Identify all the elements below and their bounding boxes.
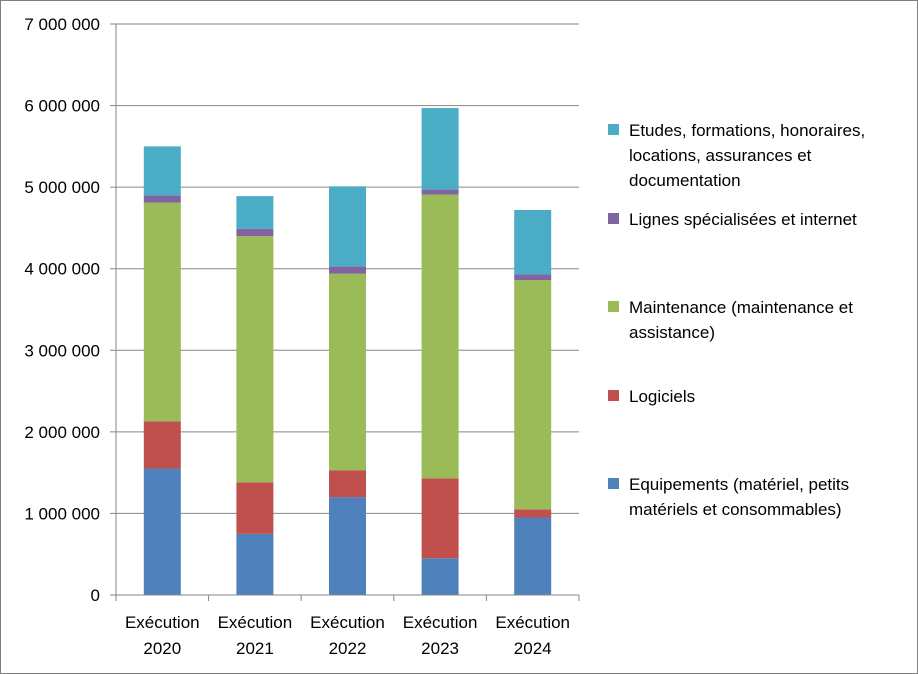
bar-segment-5-exécution-2022 — [329, 186, 366, 267]
bar-segment-3-exécution-2024 — [514, 280, 552, 510]
x-tick-label: 2024 — [514, 639, 552, 658]
y-tick-labels: 0 1 000 000 2 000 000 3 000 000 4 000 000 5 0… — [24, 15, 100, 605]
legend-label: Maintenance (maintenance et — [629, 298, 853, 317]
bar-segment-5-exécution-2020 — [143, 146, 181, 196]
legend-label: Logiciels — [629, 387, 695, 406]
y-tick-label: 7 000 000 — [24, 15, 100, 34]
y-tick-label: 6 000 000 — [24, 97, 100, 116]
legend-swatch — [608, 478, 619, 489]
bar-segment-1-exécution-2023 — [421, 558, 459, 595]
bar-segment-2-exécution-2023 — [421, 478, 459, 559]
bars — [143, 108, 552, 595]
bar-segment-1-exécution-2024 — [514, 517, 552, 595]
y-tick-label: 0 — [91, 586, 100, 605]
x-tick-label: Exécution — [495, 613, 570, 632]
bar-segment-4-exécution-2020 — [143, 195, 181, 203]
x-tick-label: 2020 — [143, 639, 181, 658]
bar-segment-3-exécution-2020 — [143, 202, 181, 422]
legend-label: assistance) — [629, 323, 715, 342]
y-tick-label: 4 000 000 — [24, 260, 100, 279]
bar-segment-4-exécution-2021 — [236, 228, 274, 237]
legend: Etudes, formations, honoraires, locations… — [608, 121, 865, 519]
x-tick-label: Exécution — [403, 613, 478, 632]
legend-label: Lignes spécialisées et internet — [629, 210, 857, 229]
legend-swatch — [608, 213, 619, 224]
bar-segment-4-exécution-2022 — [329, 266, 366, 274]
x-tick-label: Exécution — [218, 613, 293, 632]
bar-segment-4-exécution-2023 — [421, 189, 459, 195]
bar-segment-4-exécution-2024 — [514, 274, 552, 281]
bar-segment-3-exécution-2022 — [329, 273, 366, 471]
x-tick-labels: Exécution 2020 Exécution 2021 Exécution 2022 E… — [125, 613, 570, 658]
bar-segment-5-exécution-2024 — [514, 209, 552, 275]
x-tick-label: Exécution — [125, 613, 200, 632]
bar-segment-3-exécution-2023 — [421, 194, 459, 479]
bar-segment-2-exécution-2022 — [329, 470, 366, 498]
x-tick-label: 2023 — [421, 639, 459, 658]
legend-swatch — [608, 124, 619, 135]
bar-segment-3-exécution-2021 — [236, 236, 274, 483]
bar-segment-2-exécution-2020 — [143, 421, 181, 469]
y-tick-label: 2 000 000 — [24, 423, 100, 442]
bar-segment-5-exécution-2023 — [421, 108, 459, 190]
legend-label: documentation — [629, 171, 741, 190]
bar-segment-2-exécution-2024 — [514, 509, 552, 518]
bar-segment-5-exécution-2021 — [236, 196, 274, 229]
y-tick-label: 1 000 000 — [24, 504, 100, 523]
legend-label: Etudes, formations, honoraires, — [629, 121, 865, 140]
y-tick-label: 3 000 000 — [24, 341, 100, 360]
x-tick-label: 2022 — [329, 639, 367, 658]
bar-segment-1-exécution-2021 — [236, 533, 274, 595]
legend-label: Equipements (matériel, petits — [629, 475, 849, 494]
bar-segment-1-exécution-2020 — [143, 468, 181, 595]
legend-swatch — [608, 390, 619, 401]
axes — [110, 23, 580, 601]
legend-label: matériels et consommables) — [629, 500, 842, 519]
bar-segment-2-exécution-2021 — [236, 482, 274, 534]
bar-segment-1-exécution-2022 — [329, 497, 366, 595]
y-tick-label: 5 000 000 — [24, 178, 100, 197]
legend-swatch — [608, 301, 619, 312]
x-tick-label: Exécution — [310, 613, 385, 632]
legend-label: locations, assurances et — [629, 146, 812, 165]
x-tick-label: 2021 — [236, 639, 274, 658]
